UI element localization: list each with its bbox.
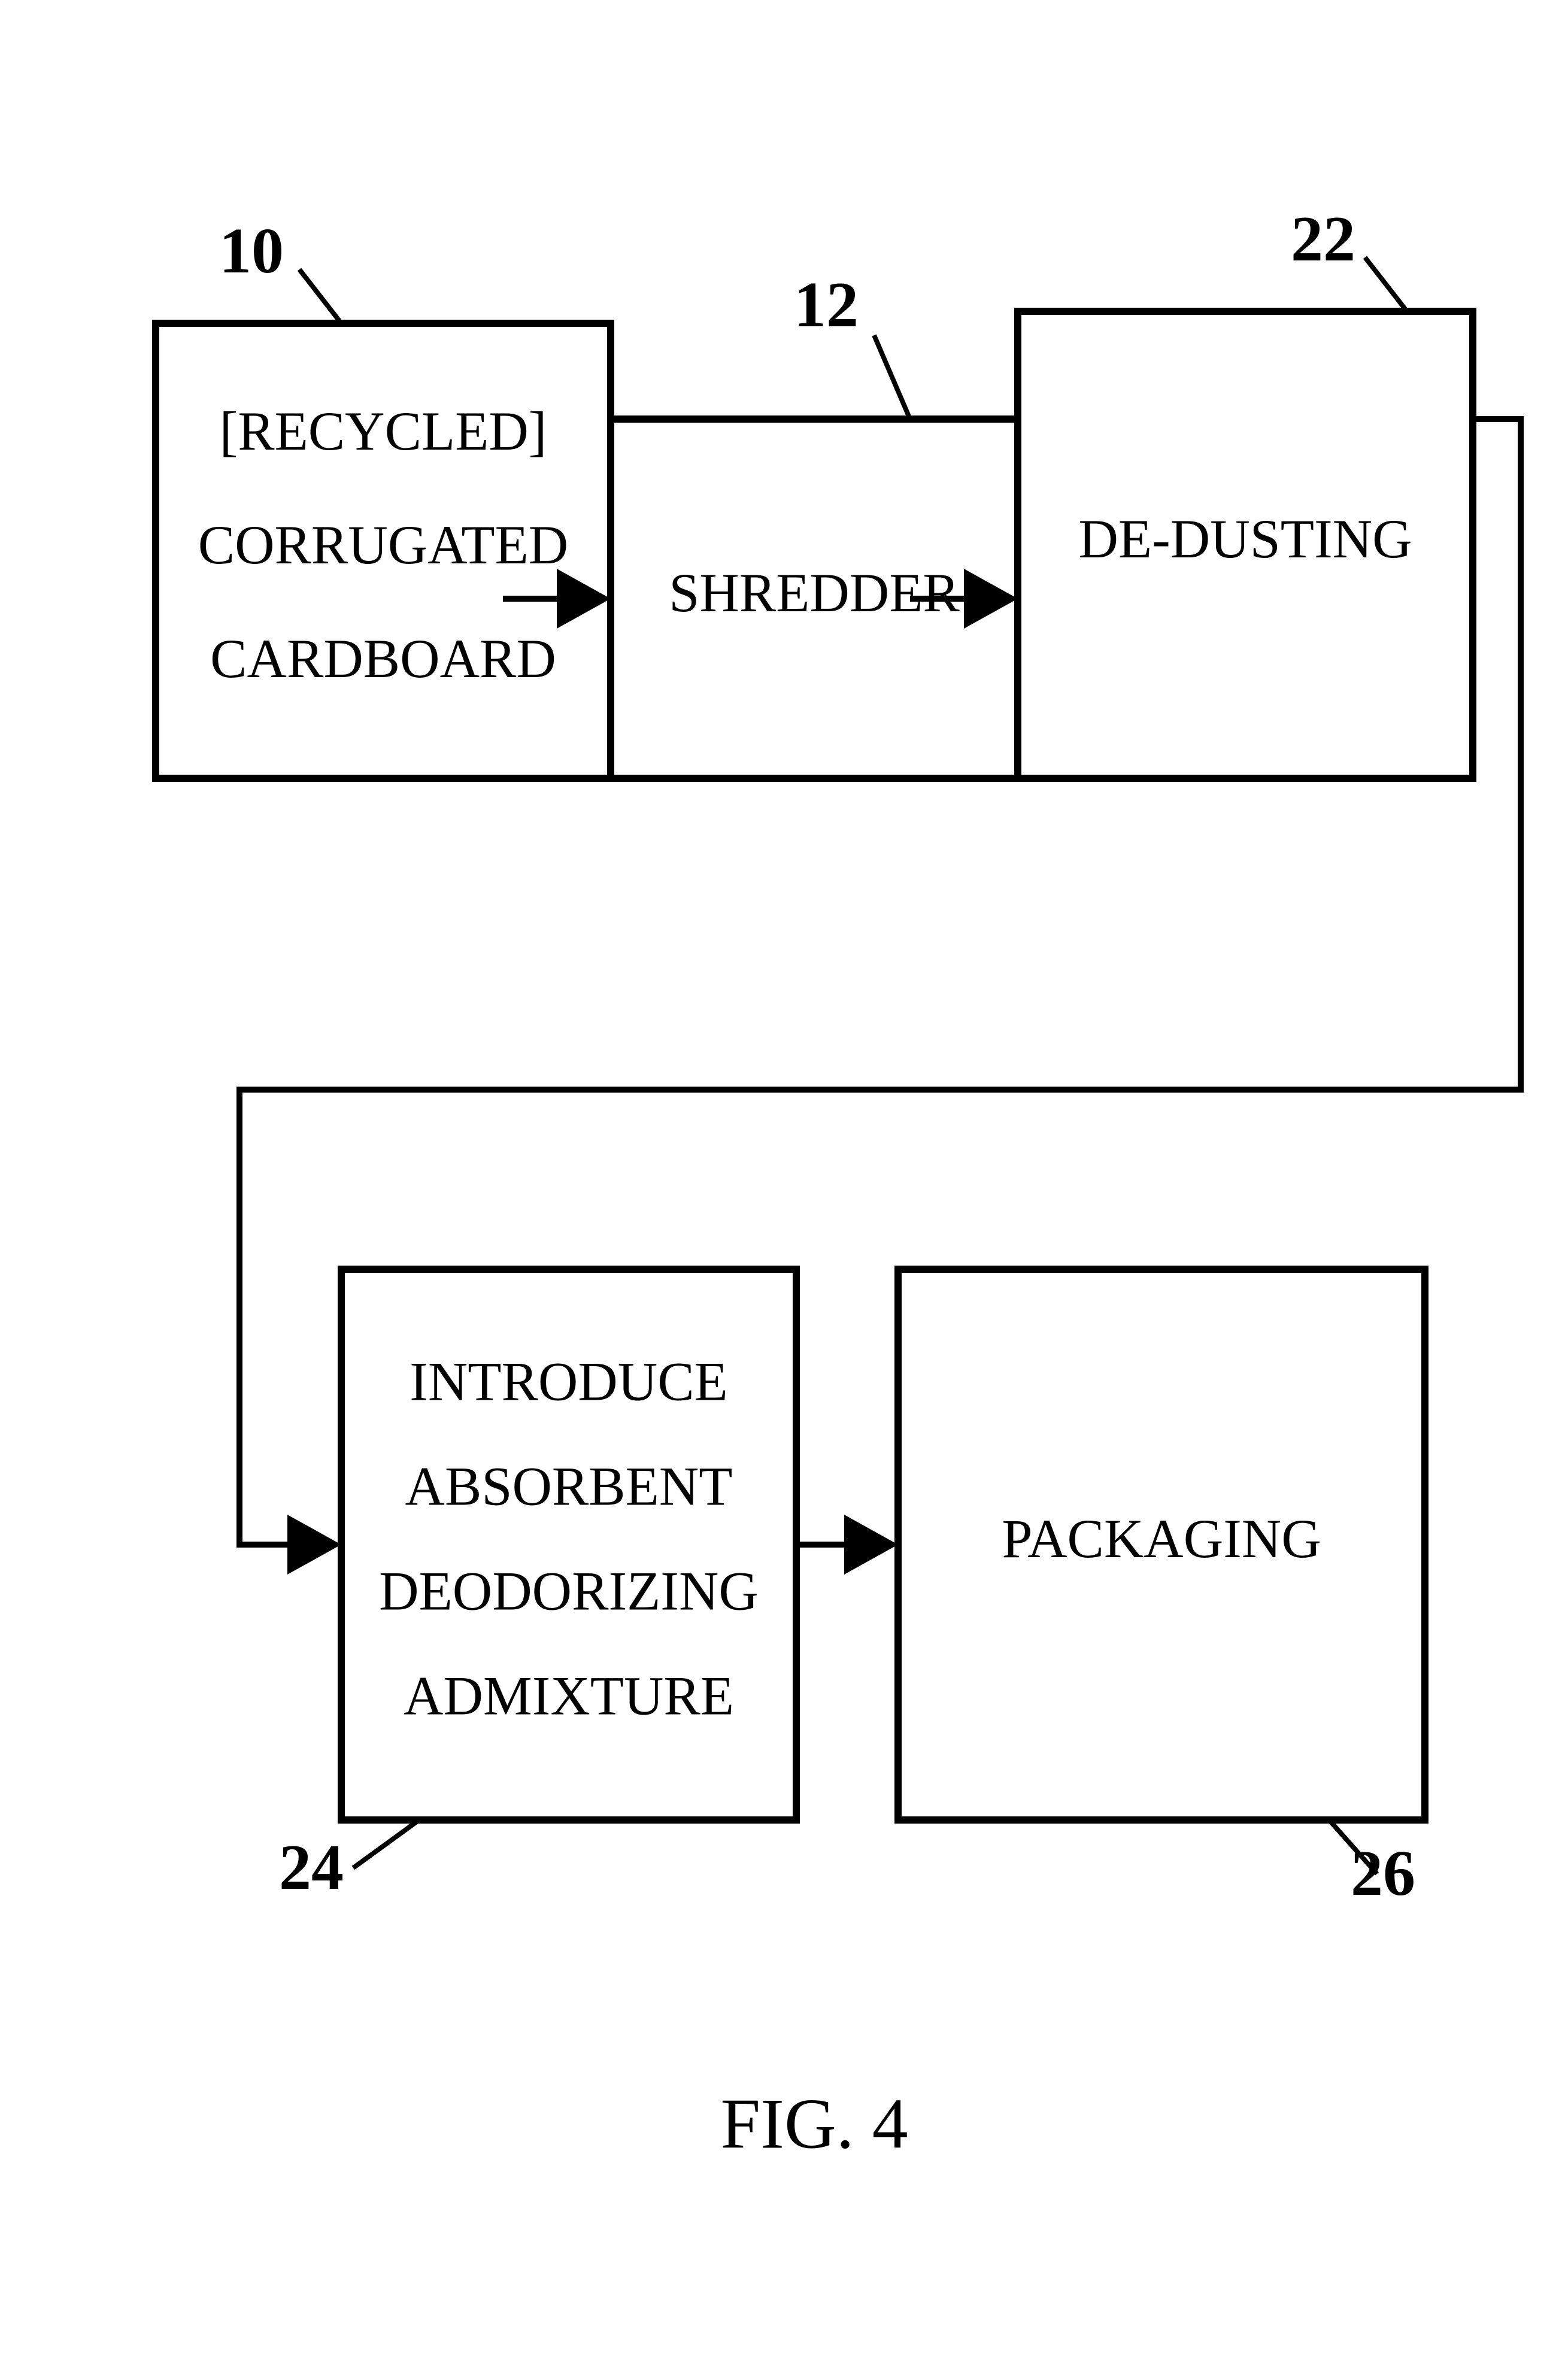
ref-tick: [1365, 257, 1407, 311]
box-recycled-text-3: CARDBOARD: [210, 628, 556, 689]
box-shredder-text: SHREDDER: [669, 562, 960, 623]
ref-number: 26: [1351, 1838, 1415, 1909]
box-dedusting-text: DE-DUSTING: [1078, 508, 1412, 569]
ref-tick: [874, 335, 910, 419]
ref-number: 22: [1291, 204, 1355, 275]
box-admixture-text-1: INTRODUCE: [410, 1351, 728, 1412]
box-packaging-text: PACKAGING: [1002, 1508, 1321, 1569]
box-admixture-text-4: ADMIXTURE: [404, 1666, 734, 1727]
box-admixture-text-2: ABSORBENT: [405, 1456, 733, 1517]
box-recycled-text-2: CORRUGATED: [198, 514, 568, 575]
arrowhead-icon: [844, 1515, 898, 1575]
figure-label: FIG. 4: [720, 2084, 908, 2164]
ref-number: 12: [794, 269, 859, 341]
ref-number: 24: [279, 1832, 344, 1903]
ref-tick: [353, 1820, 419, 1868]
box-recycled-text-1: [RECYCLED]: [220, 401, 547, 462]
ref-number: 10: [219, 216, 284, 287]
box-admixture-text-3: DEODORIZING: [379, 1561, 759, 1622]
ref-tick: [299, 269, 341, 323]
arrowhead-icon: [287, 1515, 341, 1575]
